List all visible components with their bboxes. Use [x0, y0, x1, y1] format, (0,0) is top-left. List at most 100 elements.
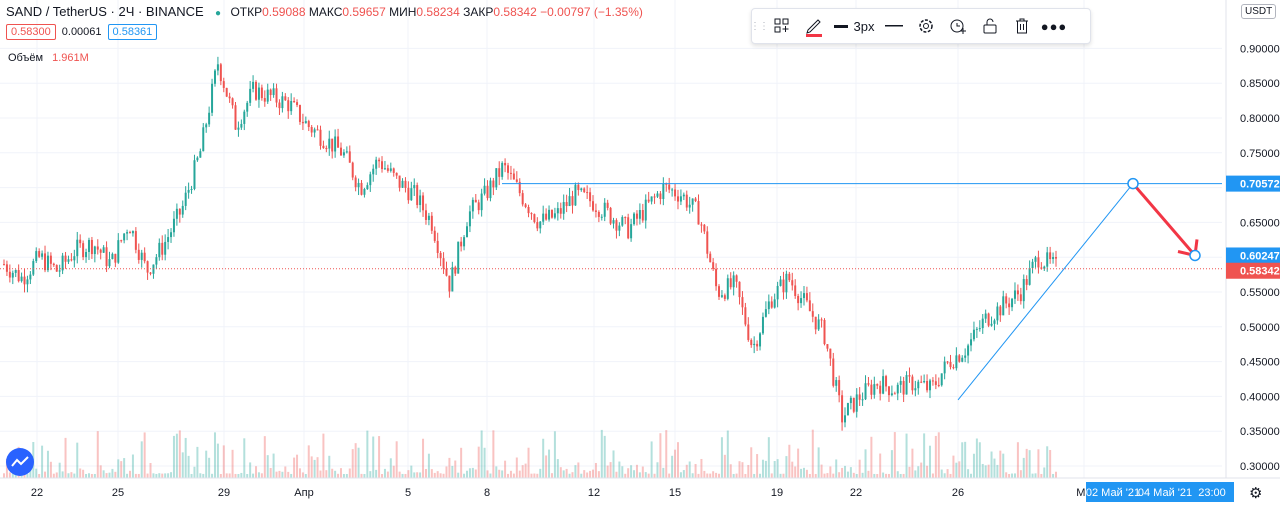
volume-bar — [718, 473, 721, 478]
trend-line[interactable] — [957, 183, 1134, 401]
candle-body — [205, 124, 208, 128]
volume-bar — [662, 467, 665, 478]
candle-body — [225, 87, 228, 97]
candle-body — [835, 380, 838, 386]
volume-bar — [389, 458, 392, 478]
candle-body — [129, 232, 132, 234]
line-color-icon[interactable] — [799, 13, 829, 39]
forecast-arrow[interactable] — [1131, 182, 1197, 257]
volume-bar — [345, 473, 348, 478]
volume-bar — [571, 472, 574, 478]
candle-body — [436, 240, 439, 254]
trash-icon[interactable] — [1007, 13, 1037, 39]
volume-bar — [788, 444, 791, 478]
price-tick-label: 0.80000 — [1240, 113, 1280, 125]
volume-bar — [1046, 446, 1049, 478]
line-style-icon[interactable] — [879, 13, 909, 39]
candle-body — [442, 258, 445, 269]
candle-body — [568, 196, 571, 207]
lock-icon[interactable] — [975, 13, 1005, 39]
candle-body — [316, 129, 319, 131]
volume-bar — [287, 471, 290, 478]
volume-bar — [278, 470, 281, 478]
currency-badge[interactable]: USDT — [1241, 4, 1277, 19]
candle-body — [609, 207, 612, 224]
price-axis-bg — [1226, 0, 1280, 478]
templates-icon[interactable] — [767, 13, 797, 39]
symbol-title[interactable]: SAND / TetherUS · 2Ч · BINANCE — [6, 4, 204, 19]
volume-bar — [316, 457, 319, 478]
chart-settings-gear-icon[interactable]: ⚙ — [1249, 485, 1263, 502]
volume-bar — [515, 457, 518, 478]
volume-bar — [337, 473, 340, 478]
low-label: МИН — [389, 5, 417, 19]
more-icon[interactable]: ●●● — [1040, 18, 1068, 34]
drag-handle[interactable]: ⋮⋮ — [750, 20, 769, 32]
candle-body — [257, 87, 260, 100]
candle-body — [732, 275, 735, 288]
candle-body — [468, 211, 471, 227]
volume-bar — [624, 473, 627, 478]
candle-body — [890, 393, 893, 396]
candle-body — [515, 179, 518, 182]
candle-body — [553, 213, 556, 218]
volume-bar — [808, 473, 811, 478]
candle-body — [175, 208, 178, 219]
line-width-button[interactable]: 3px — [831, 13, 877, 39]
add-alert-icon[interactable] — [943, 13, 973, 39]
candle-body — [389, 168, 392, 171]
candle-body — [234, 105, 237, 130]
candle-body — [489, 180, 492, 199]
volume-bar — [255, 466, 258, 478]
candle-body — [797, 295, 800, 304]
volume-bar — [694, 463, 697, 478]
volume-bar — [158, 473, 161, 478]
volume-bar — [747, 464, 750, 478]
candle-body — [794, 285, 797, 296]
volume-bar — [401, 473, 404, 478]
volume-bar — [433, 472, 436, 478]
volume-bar — [785, 456, 788, 478]
candle-body — [630, 224, 633, 239]
drawing-annotations — [0, 177, 1222, 401]
volume-bar — [1037, 449, 1040, 478]
time-tick-label: 22 — [850, 487, 862, 499]
trend-line-handle[interactable] — [1127, 177, 1139, 190]
candle-body — [764, 309, 767, 317]
volume-bar — [665, 430, 668, 478]
tradingview-logo-icon[interactable] — [6, 448, 34, 476]
bid-button[interactable]: 0.58300 — [6, 24, 56, 40]
volume-bar — [504, 460, 507, 478]
volume-bar — [917, 466, 920, 478]
ask-button[interactable]: 0.58361 — [107, 24, 158, 40]
volume-bar — [978, 442, 981, 478]
volume-bar — [521, 465, 524, 478]
volume-bar — [527, 447, 530, 478]
candle-body — [55, 265, 58, 272]
volume-bar — [647, 473, 650, 478]
volume-bar — [79, 468, 82, 478]
settings-gear-icon[interactable] — [911, 13, 941, 39]
time-tick-label: 25 — [112, 487, 124, 499]
volume-bar — [937, 432, 940, 478]
volume-bar — [556, 459, 559, 478]
candle-body — [887, 386, 890, 396]
volume-bar — [360, 473, 363, 478]
candle-body — [621, 217, 624, 226]
candle-body — [325, 148, 328, 150]
volume-bar — [366, 430, 369, 478]
volume-bar — [249, 462, 252, 478]
volume-bar — [410, 465, 413, 478]
arrow-handle[interactable] — [1189, 249, 1201, 262]
volume-bar — [243, 438, 246, 478]
candle-body — [633, 213, 636, 225]
volume-legend: Объём 1.961M — [8, 52, 89, 64]
volume-bar — [823, 473, 826, 478]
volume-bar — [477, 446, 480, 478]
candle-body — [161, 242, 164, 255]
volume-bar — [911, 448, 914, 478]
bid-ask: 0.58300 0.00061 0.58361 — [6, 24, 158, 40]
volume-bar — [61, 471, 64, 478]
candle-body — [574, 184, 577, 206]
